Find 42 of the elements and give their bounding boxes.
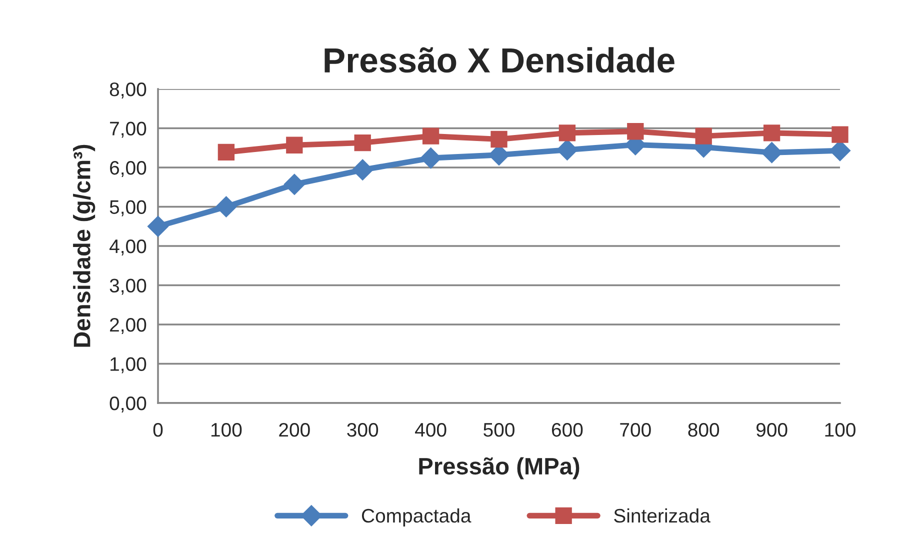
point: [218, 144, 235, 161]
chart-title: Pressão X Densidade: [324, 47, 674, 73]
x-tick-label: 400: [415, 422, 446, 437]
point: [284, 174, 305, 195]
point: [627, 123, 644, 140]
legend-label: Compactada: [362, 508, 472, 526]
point: [216, 196, 237, 218]
y-tick-label: 7,00: [110, 122, 146, 138]
point: [352, 159, 374, 180]
x-tick-label: 600: [552, 422, 583, 437]
point: [147, 216, 169, 237]
y-tick-label: 8,00: [110, 82, 146, 99]
point: [761, 142, 782, 164]
x-tick-label: 0: [153, 422, 163, 437]
point: [832, 126, 848, 143]
point: [556, 139, 578, 160]
y-tick-label: 5,00: [110, 200, 146, 216]
point: [558, 124, 576, 142]
point: [695, 128, 712, 144]
x-tick-label: 800: [688, 422, 720, 437]
y-axis-title: Densidade (g/cm³): [73, 144, 96, 347]
y-tick-label: 2,00: [110, 318, 146, 334]
x-tick-label: 500: [484, 422, 514, 437]
point: [490, 130, 508, 148]
y-tick-label: 1,00: [110, 357, 146, 374]
x-tick-label: 900: [756, 422, 788, 437]
y-tick-label: 3,00: [110, 278, 146, 295]
point: [420, 148, 442, 169]
point: [422, 128, 440, 144]
point: [354, 134, 371, 152]
point: [286, 136, 303, 154]
x-tick-label: 100: [211, 422, 242, 437]
y-tick-label: 4,00: [109, 239, 146, 256]
legend-label: Sinterizada: [614, 508, 710, 523]
y-tick-label: 0,00: [110, 396, 146, 413]
x-axis-title: Pressão (MPa): [419, 457, 580, 480]
point: [763, 124, 780, 142]
x-tick-label: 200: [279, 422, 310, 437]
y-tick-label: 6,00: [110, 160, 146, 178]
x-tick-label: 700: [620, 422, 651, 437]
x-tick-label: 300: [347, 422, 378, 437]
x-tick-label: 100: [825, 422, 856, 437]
